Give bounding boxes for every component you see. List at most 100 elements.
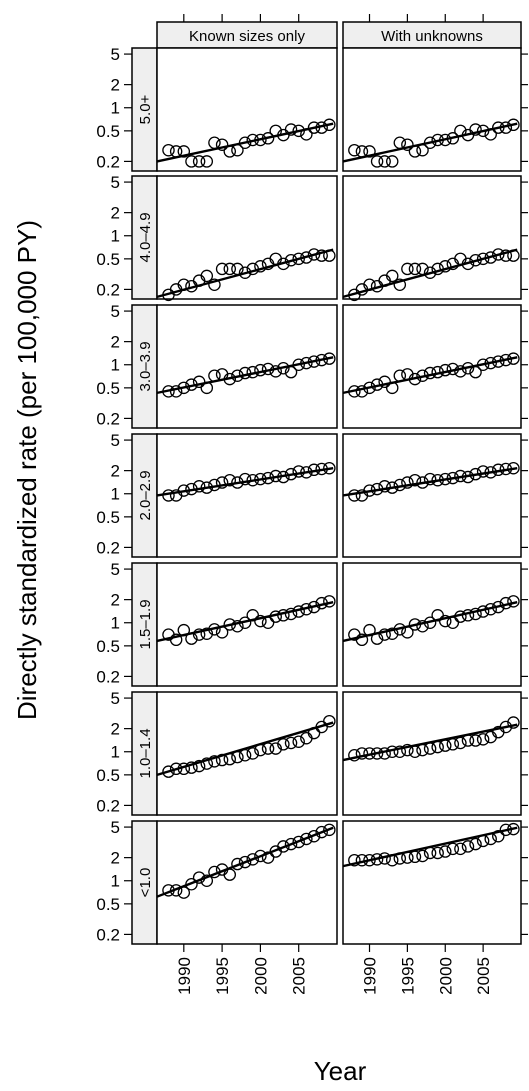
data-point <box>208 136 221 149</box>
data-point <box>439 133 452 147</box>
data-point <box>507 716 520 729</box>
row-label: 1.5–1.9 <box>137 599 154 649</box>
data-point <box>378 480 391 493</box>
data-point <box>231 750 244 764</box>
data-point <box>162 143 175 157</box>
x-tick-label: 2000 <box>436 957 455 995</box>
data-point <box>177 623 191 637</box>
x-tick-label: 1990 <box>175 957 194 995</box>
data-point <box>431 365 444 379</box>
data-point <box>238 472 252 486</box>
column-strip <box>156 21 338 49</box>
data-point <box>292 465 305 478</box>
data-point <box>307 355 321 368</box>
y-tick-label: 0.5 <box>96 637 120 656</box>
data-point <box>370 378 384 391</box>
data-point <box>208 623 221 636</box>
data-point <box>492 463 505 477</box>
y-tick-label: 5 <box>111 689 120 708</box>
data-point <box>261 616 275 629</box>
y-tick-label: 0.5 <box>96 766 120 785</box>
y-tick-label: 1 <box>111 99 120 118</box>
data-point <box>469 365 482 379</box>
panels-layer: Known sizes only With unknowns 5.0+ 0.2 0.5 1… <box>96 14 528 995</box>
row-strip <box>131 304 158 429</box>
data-point <box>423 136 437 149</box>
data-point <box>307 248 321 261</box>
data-point <box>238 366 252 380</box>
data-point <box>476 124 490 138</box>
data-point <box>292 735 305 748</box>
y-tick-label: 0.5 <box>96 508 120 527</box>
data-point <box>192 871 206 884</box>
data-point <box>348 385 361 398</box>
data-point <box>284 736 298 750</box>
data-point <box>208 278 221 291</box>
data-point <box>476 358 490 371</box>
row-label: <1.0 <box>137 868 154 898</box>
data-point <box>355 633 369 647</box>
panel-frame <box>342 47 522 172</box>
data-point <box>363 484 376 497</box>
data-point <box>499 249 513 262</box>
data-point <box>231 143 244 157</box>
data-point <box>300 832 313 846</box>
data-point <box>416 849 429 863</box>
data-point <box>469 837 482 851</box>
data-point <box>208 755 221 768</box>
data-point <box>439 472 452 486</box>
data-point <box>408 145 422 158</box>
y-tick-label: 0.5 <box>96 122 120 141</box>
data-point <box>454 365 467 378</box>
data-point <box>284 607 298 621</box>
data-point <box>261 742 275 755</box>
data-point <box>370 853 384 866</box>
data-point <box>469 467 482 481</box>
data-point <box>423 846 437 860</box>
data-point <box>439 739 452 752</box>
data-point <box>423 266 437 279</box>
y-tick-label: 5 <box>111 45 120 64</box>
y-tick-label: 5 <box>111 560 120 579</box>
data-point <box>261 132 275 145</box>
data-point <box>454 469 467 483</box>
data-point <box>499 121 513 134</box>
data-point <box>408 745 422 758</box>
data-point <box>393 623 407 636</box>
data-point <box>492 248 505 261</box>
x-tick-label: 2005 <box>474 957 493 995</box>
data-point <box>300 466 313 479</box>
data-point <box>254 260 267 273</box>
column-label: With unknowns <box>381 28 483 45</box>
data-point <box>393 369 407 382</box>
data-point <box>169 145 183 158</box>
data-point <box>401 626 414 639</box>
data-point <box>246 133 259 147</box>
data-point <box>185 155 198 168</box>
y-tick-label: 0.2 <box>96 538 120 557</box>
data-point <box>300 128 313 141</box>
data-point <box>223 868 237 881</box>
x-axis-title: Year <box>314 1056 367 1086</box>
data-point <box>393 478 407 492</box>
data-point <box>192 628 206 641</box>
data-point <box>363 278 376 291</box>
panel-frame <box>156 47 338 172</box>
data-point <box>169 762 183 776</box>
x-tick-label: 2005 <box>290 957 309 995</box>
y-tick-label: 2 <box>111 333 120 352</box>
data-point <box>469 253 482 267</box>
y-tick-label: 1 <box>111 872 120 891</box>
y-tick-label: 2 <box>111 204 120 223</box>
data-point <box>200 155 214 168</box>
data-point <box>277 738 290 751</box>
data-point <box>162 884 175 897</box>
data-point <box>416 743 429 757</box>
data-point <box>246 262 259 276</box>
data-point <box>300 602 313 616</box>
data-point <box>223 618 237 631</box>
data-point <box>215 262 229 276</box>
y-tick-label: 2 <box>111 591 120 610</box>
data-point <box>315 353 328 367</box>
data-point <box>476 252 490 266</box>
